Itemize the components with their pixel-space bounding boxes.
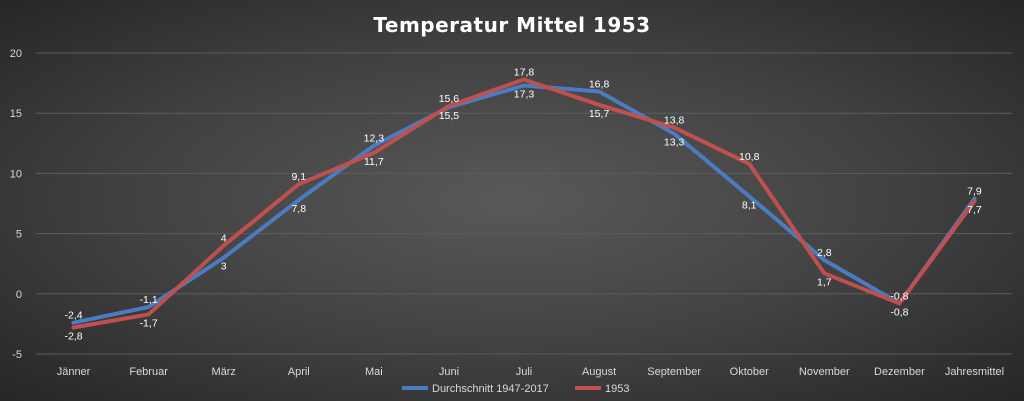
legend-label: Durchschnitt 1947-2017 [432,383,549,395]
data-label: 7,9 [967,186,982,198]
data-label: 1,7 [817,276,832,288]
data-label: -2,8 [64,331,82,343]
data-label: 11,7 [364,156,384,168]
data-label: 15,7 [589,108,610,120]
data-label: -2,4 [64,310,82,322]
data-label: 10,8 [739,151,760,163]
x-tick-label: März [211,366,235,378]
data-label: 13,3 [664,137,685,149]
y-tick-label: 5 [16,229,22,241]
data-label: 7,8 [291,203,306,215]
data-label: 13,8 [664,115,685,127]
data-label: 15,6 [439,93,460,105]
series-line-1 [71,77,977,330]
data-label: -1,7 [140,317,158,329]
y-tick-label: 0 [16,289,22,301]
x-tick-label: August [582,366,616,378]
data-label: 2,8 [817,247,832,259]
legend: Durchschnitt 1947-2017 1953 [402,383,629,395]
x-tick-label: Februar [129,366,168,378]
data-label: 12,3 [364,133,385,145]
x-tick-label: Dezember [874,366,925,378]
data-label: 17,8 [514,66,535,78]
x-tick-label: Jänner [57,366,91,378]
data-label: 3 [221,261,227,273]
y-tick-label: 10 [10,168,22,180]
data-label: -0,8 [890,306,908,318]
data-label: -1,1 [140,294,158,306]
x-tick-label: Juli [516,366,533,378]
data-label: 17,3 [514,89,535,101]
legend-label: 1953 [605,383,629,395]
data-label: 9,1 [291,171,306,183]
x-axis-ticks: Jänner Februar März April Mai Juni Juli August S… [57,366,1004,378]
x-tick-label: Oktober [730,366,769,378]
data-label: 7,7 [967,204,982,216]
x-tick-label: Mai [365,366,383,378]
data-labels: -2,4 -1,1 3 7,8 12,3 15,5 17,3 16,8 13,3 8,1 2,8 -0… [64,66,981,342]
y-tick-label: 20 [10,48,22,60]
x-tick-label: April [288,366,310,378]
y-tick-label: 15 [10,108,22,120]
y-axis-ticks: -5 0 5 10 15 20 [10,48,22,361]
data-label: 16,8 [589,79,610,91]
series-line-0 [71,83,977,325]
x-tick-label: November [799,366,850,378]
data-label: -0,8 [890,290,908,302]
x-tick-label: September [647,366,701,378]
x-tick-label: Juni [439,366,459,378]
gridlines [36,52,1012,355]
data-label: 8,1 [742,199,757,211]
data-label: 15,5 [439,110,460,122]
x-tick-label: Jahresmittel [945,366,1004,378]
series-lines [71,77,977,330]
data-label: 4 [221,233,227,245]
y-tick-label: -5 [12,349,22,361]
chart-title: Temperatur Mittel 1953 [373,13,650,37]
